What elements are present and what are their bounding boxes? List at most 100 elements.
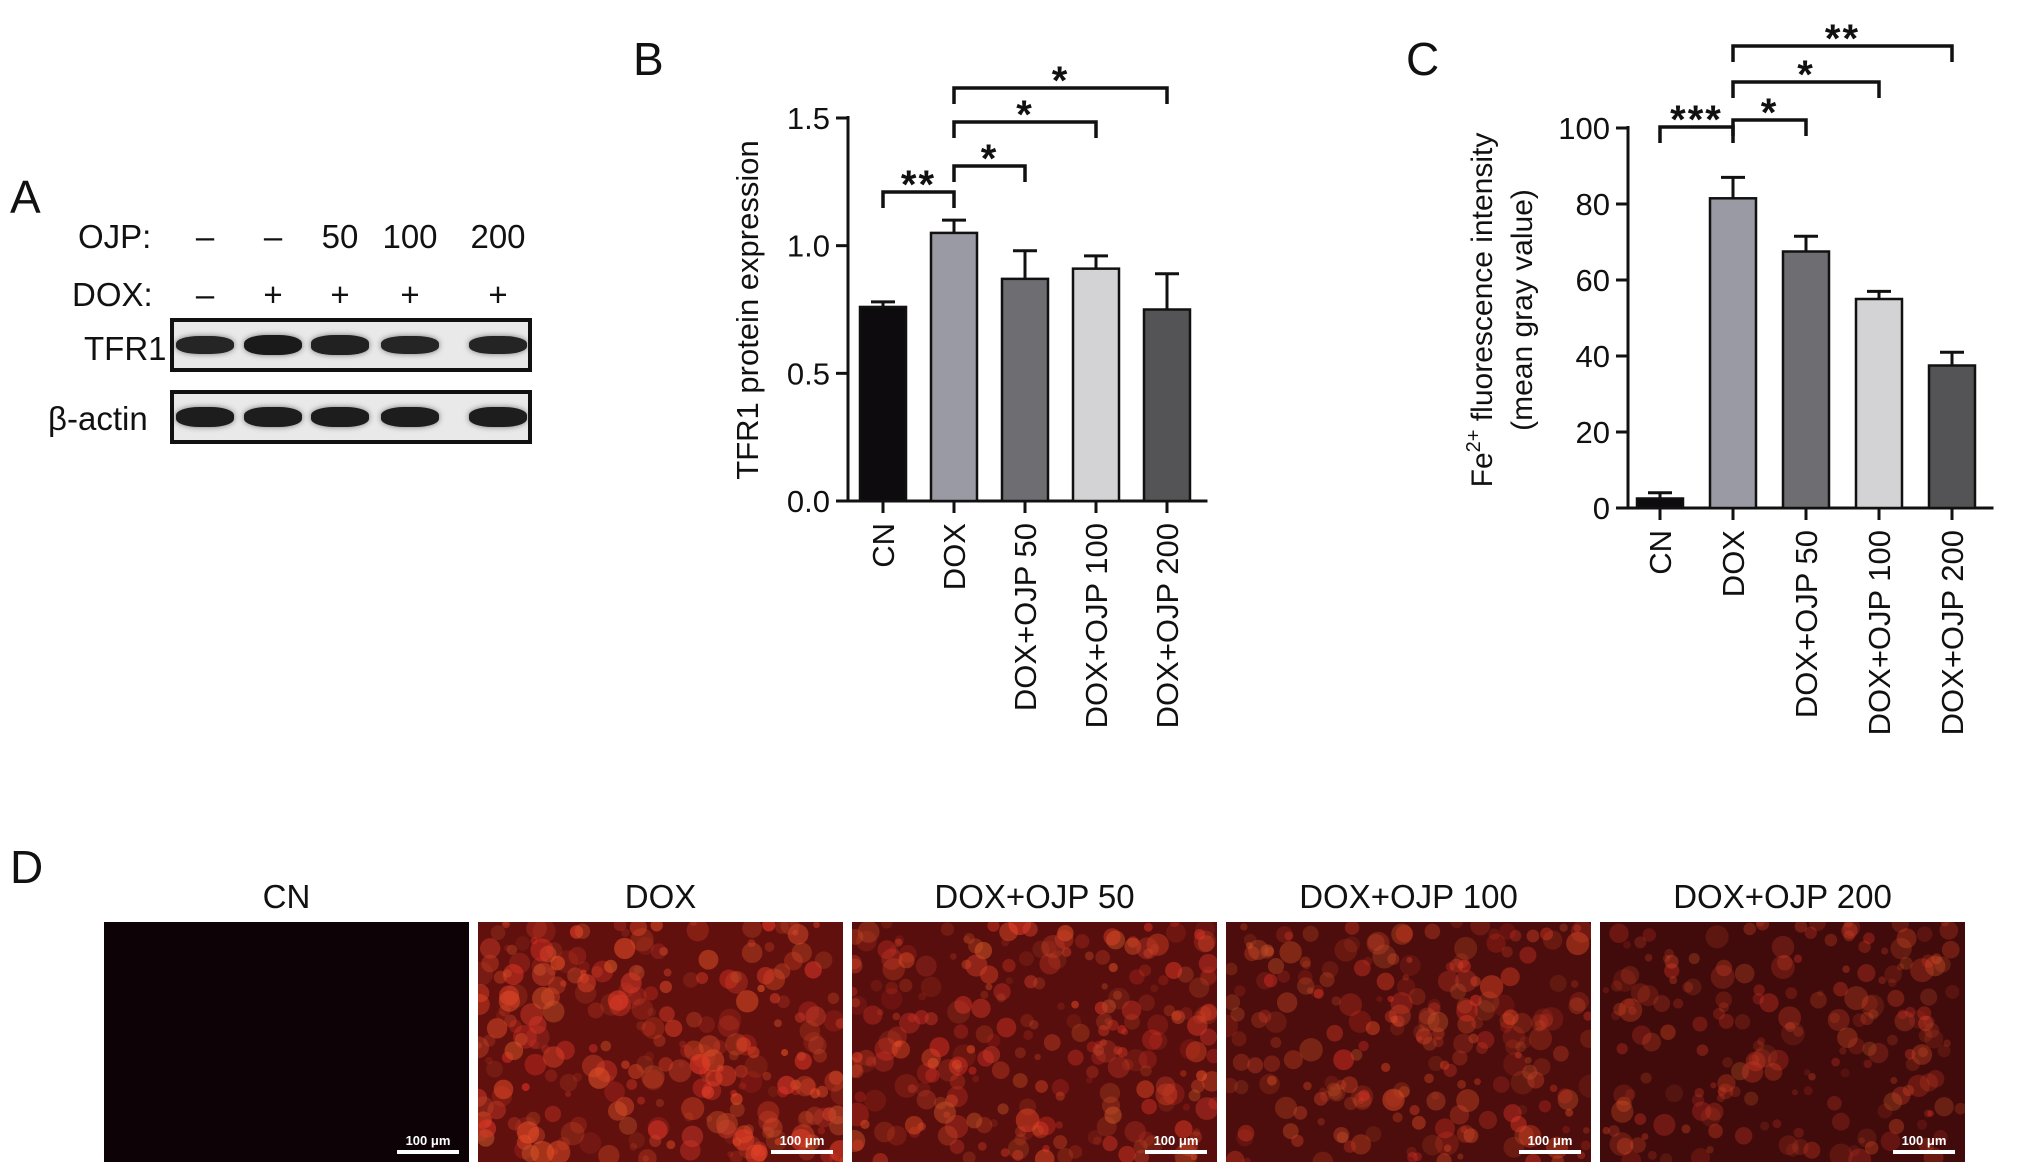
cell-spot <box>1297 970 1313 985</box>
micrograph-title: CN <box>262 878 311 915</box>
panel-letter-b: B <box>633 33 664 85</box>
cell-spot <box>1843 930 1855 942</box>
cell-spot <box>1839 1047 1847 1055</box>
cell-spot <box>1236 1129 1254 1147</box>
cell-spot <box>1785 1021 1796 1033</box>
scale-bar: 100 μm <box>1893 1134 1955 1154</box>
cell-spot <box>1192 1010 1206 1024</box>
cell-spot <box>521 1083 530 1092</box>
cell-spot <box>705 1069 723 1087</box>
cell-spot <box>1101 983 1108 990</box>
cell-spot <box>1488 928 1500 940</box>
cell-spot <box>1251 1012 1268 1029</box>
cell-spot <box>934 1096 947 1110</box>
cell-spot <box>1514 1125 1534 1145</box>
significance-label: * <box>1761 91 1779 135</box>
cell-spot <box>1104 1106 1122 1124</box>
cell-spot <box>485 1056 493 1065</box>
cell-spot <box>1583 1011 1591 1021</box>
cell-spot <box>894 1073 919 1098</box>
cell-spot <box>716 1064 724 1072</box>
cell-spot <box>530 936 538 945</box>
cell-spot <box>1293 1106 1308 1120</box>
cell-spot <box>1611 980 1623 992</box>
cell-spot <box>1043 1034 1061 1051</box>
cell-spot <box>799 1020 821 1042</box>
blot-band <box>311 335 369 355</box>
cell-spot <box>924 1012 938 1026</box>
cell-spot <box>1718 1002 1729 1013</box>
cell-spot <box>852 1139 864 1151</box>
cell-spot <box>1824 933 1838 947</box>
cell-spot <box>604 1081 625 1103</box>
cell-spot <box>1460 1126 1468 1134</box>
cell-spot <box>987 922 1000 932</box>
cell-spot <box>1631 1025 1652 1045</box>
cell-spot <box>1402 974 1409 981</box>
cell-spot <box>736 990 759 1013</box>
cell-spot <box>1437 970 1459 992</box>
cell-spot <box>804 961 822 979</box>
y-axis-title: Fe2+ fluorescence intensity <box>1463 133 1499 488</box>
ojp-lane-value: – <box>263 218 283 255</box>
cell-spot <box>1511 1012 1533 1034</box>
cell-spot <box>993 983 1011 1001</box>
cell-spot <box>1453 953 1469 969</box>
cell-spot <box>1146 933 1169 956</box>
cell-spot <box>1642 1032 1661 1052</box>
cell-spot <box>1549 1084 1558 1093</box>
cell-spot <box>1244 945 1260 962</box>
cell-spot <box>1299 956 1311 968</box>
cell-spot <box>1385 1089 1403 1107</box>
cell-spot <box>870 979 883 992</box>
cell-spot <box>1136 937 1159 960</box>
cell-spot <box>1201 1071 1217 1092</box>
cell-spot <box>1022 922 1038 937</box>
significance-bracket <box>1731 80 1881 98</box>
cell-spot <box>1804 926 1817 939</box>
cell-spot <box>747 939 756 948</box>
cell-spot <box>1715 959 1733 977</box>
cell-spot <box>1888 978 1897 988</box>
cell-spot <box>1277 970 1290 983</box>
cell-spot <box>1530 1014 1549 1032</box>
cell-spot <box>1476 1042 1488 1054</box>
cell-spot <box>1343 1140 1357 1153</box>
cell-spot <box>542 1046 565 1068</box>
cell-spot <box>1515 1041 1527 1053</box>
x-tick-label: DOX <box>937 523 972 591</box>
ojp-lane-value: 200 <box>470 218 526 255</box>
cell-spot <box>1842 922 1861 937</box>
cell-spot <box>1852 1013 1867 1027</box>
cell-spot <box>1781 1021 1805 1046</box>
cell-spot <box>737 1135 762 1159</box>
cell-spot <box>574 923 591 939</box>
cell-spot <box>1625 1088 1636 1100</box>
x-tick-label: CN <box>1643 530 1678 575</box>
significance-bracket <box>1731 44 1954 62</box>
cell-spot <box>487 1100 506 1120</box>
cell-spot <box>997 1103 1009 1115</box>
cell-spot <box>1245 941 1253 950</box>
cell-spot <box>503 969 512 978</box>
cell-spot <box>1754 1044 1778 1068</box>
cell-spot <box>679 1040 687 1048</box>
cell-spot <box>857 922 880 943</box>
x-tick-label: DOX+OJP 100 <box>1079 523 1114 728</box>
cell-spot <box>1731 1062 1750 1081</box>
cell-spot <box>1954 1102 1965 1115</box>
cell-spot <box>1302 960 1312 970</box>
micrograph-title: DOX+OJP 100 <box>1299 878 1518 915</box>
micrograph-texture <box>478 922 843 1162</box>
micrograph-texture <box>1602 922 1965 1162</box>
cell-spot <box>949 1139 965 1155</box>
cell-spot <box>1020 1013 1034 1028</box>
cell-spot <box>698 1035 721 1057</box>
cell-spot <box>1259 1073 1280 1095</box>
cell-spot <box>1382 1088 1405 1111</box>
cell-spot <box>1319 972 1335 988</box>
cell-spot <box>1263 973 1278 988</box>
cell-spot <box>509 1019 522 1033</box>
significance-label: * <box>1016 93 1034 137</box>
cell-spot <box>1602 987 1609 994</box>
